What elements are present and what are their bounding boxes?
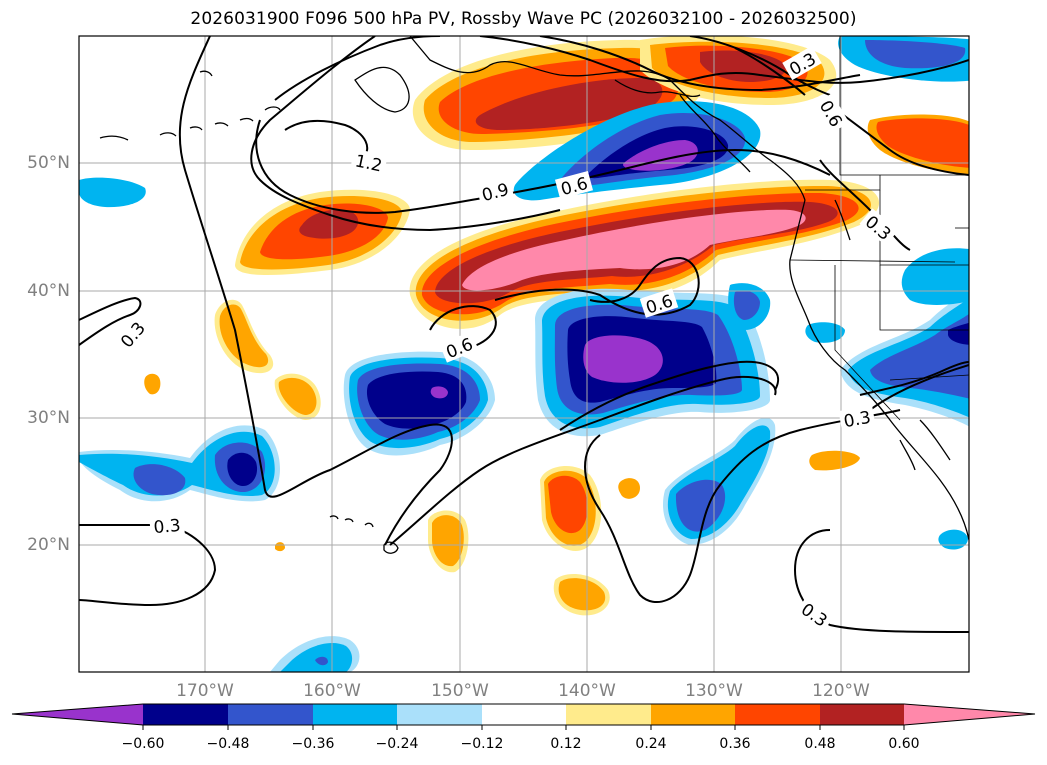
colorbar-tick-label: 0.48 xyxy=(804,736,836,752)
pv-contours xyxy=(79,36,969,633)
pv-shading xyxy=(79,36,969,672)
colorbar-bin xyxy=(651,704,735,725)
colorbar-bin xyxy=(566,704,651,725)
lat-tick-label: 40°N xyxy=(27,281,70,301)
colorbar-tick-label: −0.48 xyxy=(206,736,250,752)
lon-tick-label: 140°W xyxy=(558,681,616,701)
map-frame xyxy=(78,35,970,673)
lat-tick-label: 30°N xyxy=(27,408,70,428)
figure-title: 2026031900 F096 500 hPa PV, Rossby Wave … xyxy=(190,9,857,29)
colorbar-bin xyxy=(482,704,566,725)
colorbar-bin xyxy=(397,704,482,725)
lon-tick-label: 160°W xyxy=(303,681,361,701)
colorbar-bin xyxy=(313,704,397,725)
positive-anomaly-west xyxy=(235,189,410,275)
colorbar-tick-label: −0.60 xyxy=(121,736,165,752)
colorbar-tick-label: 0.60 xyxy=(888,736,920,752)
contour-label-group: 1.2 0.9 0.6 0.6 0.6 0.3 0.3 0.3 0.3 0.3 … xyxy=(113,45,899,632)
positive-anomaly-small xyxy=(144,299,860,616)
positive-anomaly-central xyxy=(409,179,880,329)
colorbar-bin xyxy=(143,704,228,725)
colorbar-extend-max xyxy=(904,704,1035,725)
contour-label: 1.2 xyxy=(353,151,384,176)
colorbar-tick-label: −0.36 xyxy=(291,736,335,752)
negative-anomaly-hawaii-north xyxy=(343,351,495,456)
colorbar-tick-label: 0.24 xyxy=(635,736,667,752)
colorbar-bin xyxy=(735,704,820,725)
contour-label: 0.3 xyxy=(842,408,872,432)
colorbar-tick-label: −0.24 xyxy=(375,736,419,752)
negative-anomaly-west xyxy=(79,177,360,672)
colorbar-bin xyxy=(820,704,904,725)
lon-tick-label: 130°W xyxy=(685,681,743,701)
lon-tick-label: 150°W xyxy=(431,681,489,701)
negative-anomaly-southeast xyxy=(662,248,969,550)
colorbar-tick-label: 0.36 xyxy=(719,736,751,752)
colorbar-tick-label: −0.12 xyxy=(460,736,504,752)
lat-tick-label: 20°N xyxy=(27,535,70,555)
colorbar xyxy=(11,703,1036,730)
contour-label: 0.3 xyxy=(153,516,182,538)
coastlines xyxy=(99,36,969,554)
lat-tick-label: 50°N xyxy=(27,153,70,173)
colorbar-extend-min xyxy=(12,704,143,725)
lon-tick-label: 120°W xyxy=(812,681,870,701)
lon-tick-label: 170°W xyxy=(176,681,234,701)
colorbar-tick-label: 0.12 xyxy=(550,736,582,752)
colorbar-bin xyxy=(228,704,313,725)
